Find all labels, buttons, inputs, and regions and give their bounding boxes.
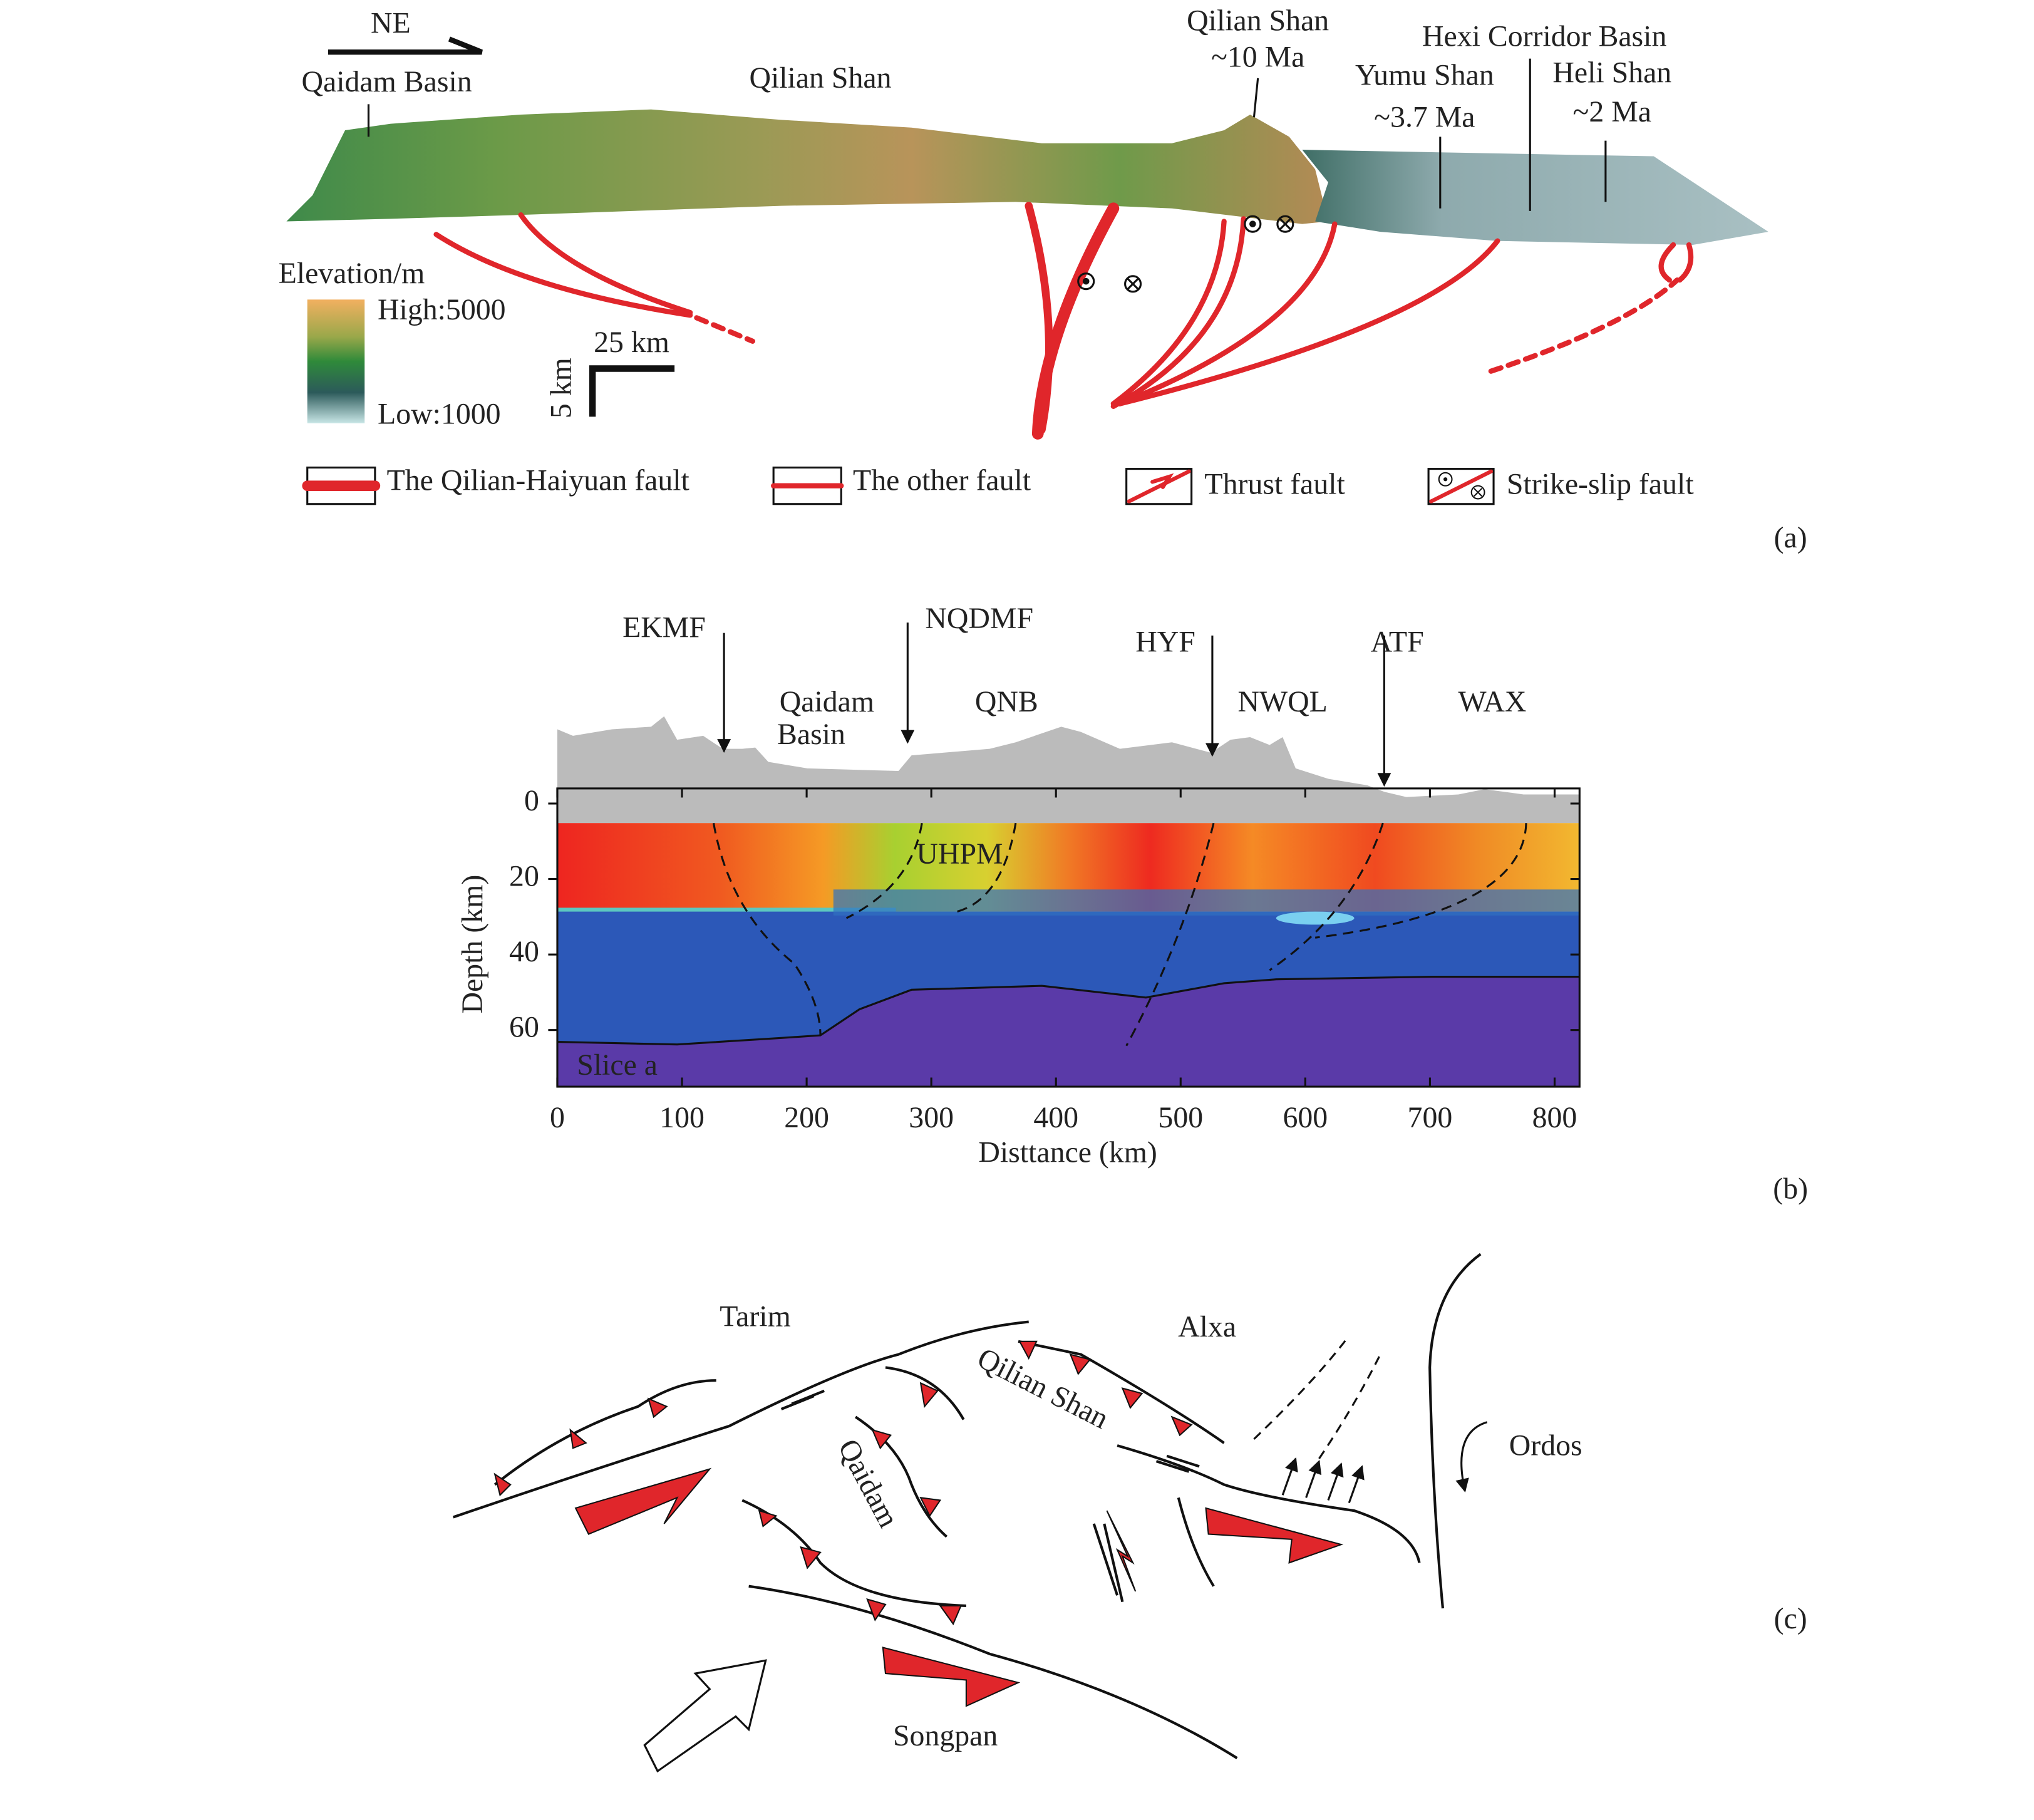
key-label: The other fault — [853, 463, 1031, 497]
x-tick-label: 800 — [1532, 1101, 1577, 1134]
key — [302, 466, 1495, 505]
legend-low: Low:1000 — [378, 397, 501, 430]
region-label: NWQL — [1237, 685, 1327, 718]
region-label: Basin — [777, 718, 845, 751]
dashed-faults — [1253, 1337, 1381, 1459]
velocity-anomaly — [1276, 911, 1355, 925]
basin-terrain — [1302, 150, 1768, 245]
key-label: The Qilian-Haiyuan fault — [387, 463, 689, 497]
x-tick-label: 700 — [1408, 1101, 1453, 1134]
velocity-band — [833, 889, 1580, 916]
y-tick-label: 20 — [509, 860, 539, 893]
age-label: ~3.7 Ma — [1374, 100, 1475, 133]
y-tick-label: 0 — [524, 784, 539, 817]
region-label: Qaidam — [832, 1434, 906, 1533]
y-tick-label: 60 — [509, 1011, 539, 1044]
key-label: Strike-slip fault — [1507, 468, 1694, 501]
elevation-colorbar — [307, 299, 365, 423]
panel-b: EKMF NQDMF HYF ATF Qaidam Basin QNB NWQL… — [456, 602, 1808, 1206]
region-label: Qilian Shan — [972, 1342, 1113, 1435]
place-label: Qaidam Basin — [301, 65, 472, 98]
legend-title: Elevation/m — [279, 257, 425, 290]
plot-frame — [556, 787, 1581, 1088]
region-label: Qaidam — [780, 685, 874, 718]
strike-slip-symbols — [1077, 215, 1294, 293]
legend-high: High:5000 — [378, 293, 506, 326]
x-tick-label: 200 — [784, 1101, 829, 1134]
place-label: Qilian Shan — [749, 61, 891, 95]
fault-label: HYF — [1135, 625, 1195, 658]
fault-label: NQDMF — [925, 602, 1033, 635]
panel-caption: (b) — [1773, 1172, 1808, 1206]
x-tick-label: 500 — [1158, 1101, 1203, 1134]
direction-arrow — [328, 36, 483, 55]
panel-a: NE Qaidam Basin Qilian Shan Qilian Shan … — [279, 4, 1807, 554]
panel-caption: (a) — [1774, 521, 1807, 554]
thrust-teeth — [493, 1340, 1344, 1707]
faults — [452, 1253, 1482, 1759]
x-tick-label: 100 — [659, 1101, 705, 1134]
panel-caption: (c) — [1774, 1602, 1807, 1635]
y-tick-label: 40 — [509, 935, 539, 968]
motion-arrows — [1281, 1421, 1488, 1504]
push-arrow — [643, 1659, 767, 1773]
region-label: Alxa — [1178, 1310, 1236, 1343]
moho — [557, 976, 1580, 1046]
region-label: Songpan — [893, 1719, 998, 1752]
mantle-velocity — [557, 976, 1580, 1087]
x-axis-label: Disttance (km) — [978, 1135, 1157, 1169]
key-label: Thrust fault — [1204, 468, 1345, 501]
region-label: Slice a — [577, 1048, 658, 1082]
age-label: ~10 Ma — [1211, 41, 1304, 74]
fault-label: EKMF — [622, 611, 706, 644]
place-label: Yumu Shan — [1355, 59, 1494, 92]
place-label: Hexi Corridor Basin — [1422, 19, 1667, 53]
topography — [557, 716, 1580, 824]
region-label: QNB — [975, 685, 1038, 718]
x-tick-label: 600 — [1283, 1101, 1328, 1134]
fault-traces — [712, 822, 1527, 1047]
region-label: Ordos — [1509, 1429, 1582, 1462]
region-label: UHPM — [916, 837, 1003, 871]
x-tick-label: 300 — [909, 1101, 954, 1134]
scale-bar — [589, 365, 675, 417]
fault-arrows — [717, 622, 1391, 787]
direction-label: NE — [371, 7, 411, 40]
faults — [433, 202, 1694, 440]
place-label: Qilian Shan — [1187, 4, 1329, 37]
age-label: ~2 Ma — [1573, 95, 1651, 128]
fault-label: ATF — [1371, 625, 1424, 658]
scale-label: 5 km — [544, 358, 577, 418]
region-label: WAX — [1458, 685, 1527, 718]
panel-c: Tarim Alxa Qilian Shan Qaidam Ordos Song… — [452, 1253, 1807, 1773]
terrain — [286, 109, 1328, 224]
leader-lines — [367, 58, 1607, 211]
x-tick-label: 0 — [550, 1101, 565, 1134]
y-axis-label: Depth (km) — [456, 875, 489, 1014]
x-tick-label: 400 — [1033, 1101, 1078, 1134]
scale-label: 25 km — [594, 326, 669, 359]
region-label: Tarim — [720, 1300, 790, 1333]
place-label: Heli Shan — [1552, 56, 1671, 90]
